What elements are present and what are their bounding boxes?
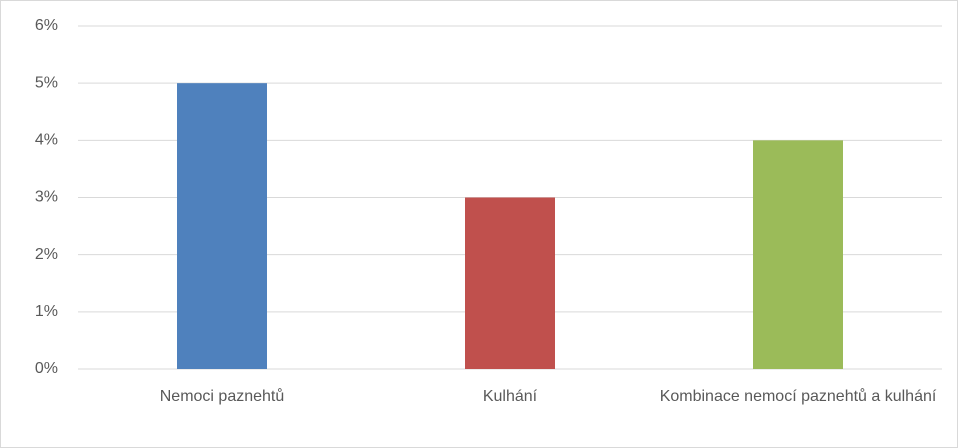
y-tick-label: 5%: [35, 74, 58, 91]
bar: [465, 197, 555, 369]
y-tick-label: 2%: [35, 246, 58, 263]
y-tick-label: 1%: [35, 303, 58, 320]
x-tick-label: Nemoci paznehtů: [159, 388, 285, 405]
bar: [177, 83, 267, 370]
y-tick-label: 0%: [35, 360, 58, 377]
y-tick-label: 4%: [35, 132, 58, 149]
x-tick-label: Kulhání: [482, 388, 538, 405]
bar: [753, 140, 843, 369]
x-tick-label: Kombinace nemocí paznehtů a kulhání: [659, 388, 937, 405]
y-tick-label: 3%: [35, 189, 58, 206]
y-tick-label: 6%: [35, 17, 58, 34]
